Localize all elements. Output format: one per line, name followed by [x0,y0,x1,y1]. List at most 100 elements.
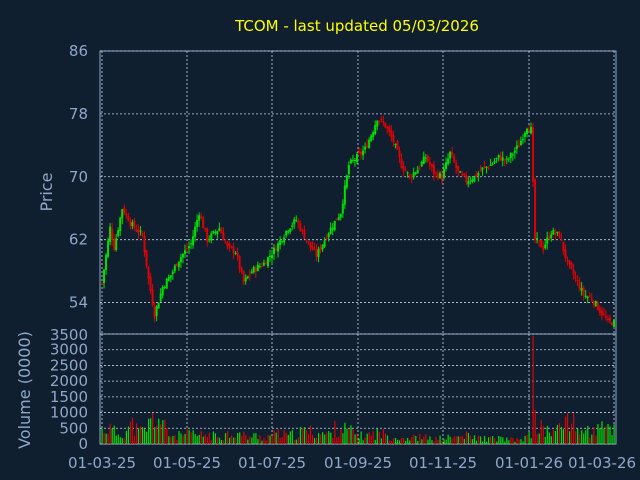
volume-bar [275,432,277,444]
volume-bar [605,426,607,444]
volume-bar [483,435,486,444]
price-tick-label: 54 [69,294,88,312]
volume-bar [265,440,267,444]
volume-bar [190,432,192,444]
volume-bar [518,439,520,444]
candle-body [358,151,361,153]
volume-bar [568,431,571,444]
candle-body [353,159,356,162]
volume-bar [263,437,265,444]
volume-bar [435,436,437,444]
candle-body [600,310,603,316]
candle-body [418,167,421,169]
candle-body [378,120,381,122]
volume-bar [164,419,166,444]
volume-bar [556,424,559,444]
candle-body [422,156,425,164]
candle-body [111,228,114,240]
volume-bar [550,436,552,444]
candle-body [398,150,401,158]
candle-body [226,242,229,246]
volume-bar [362,440,364,444]
volume-gridlines [100,333,616,445]
volume-bar [378,431,380,444]
volume-bar [295,439,297,444]
candle-body [438,173,441,178]
candle-body [542,246,545,250]
candle-body [157,302,160,309]
volume-bar [530,438,532,444]
volume-bar [439,435,441,444]
candle-body [285,230,288,236]
volume-bars [101,335,615,444]
candle-body [485,166,488,168]
candle-body [534,179,537,240]
candle-body [143,235,146,253]
volume-bar [498,435,500,444]
candle-body [483,166,486,168]
volume-bar [479,436,482,444]
candle-body [103,269,106,283]
candle-body [325,238,328,240]
volume-bar [109,423,111,444]
candle-body [268,255,271,257]
volume-bar [101,428,103,444]
volume-bar [174,435,176,444]
volume-bar [593,427,595,444]
volume-bar [303,427,306,444]
candle-body [491,163,494,165]
candle-body [121,209,124,219]
volume-bar [289,431,291,444]
candle-body [364,146,367,150]
volume-bar [224,433,227,444]
volume-bar [358,438,360,444]
volume-bar [459,436,461,444]
volume-bar [259,435,261,444]
volume-bar [202,436,204,444]
volume-bar [540,420,542,444]
volume-bar [508,440,510,444]
candle-body [220,229,223,234]
candle-body [497,154,500,158]
candle-body [123,207,126,214]
candle-body [380,118,383,120]
candle-body [333,220,336,231]
volume-bar [241,436,243,444]
candle-body [230,246,233,248]
volume-bar [277,429,279,444]
volume-bar [346,428,348,444]
candle-body [505,158,508,160]
volume-bar [544,436,546,444]
candle-body [513,150,516,153]
candle-body [347,164,350,175]
candle-body [554,232,557,235]
price-tick-label: 62 [69,231,88,249]
candle-body [493,161,496,163]
candle-body [394,143,397,145]
candle-body [254,267,257,272]
candle-body [107,240,110,257]
volume-bar [208,432,210,444]
candle-body [536,238,539,240]
volume-bar [443,439,445,444]
volume-bar [156,425,158,444]
volume-bar [150,418,152,444]
volume-bar [137,428,140,444]
volume-bar [168,436,170,444]
candle-body [273,247,276,254]
candle-body [141,232,144,236]
candle-body [370,135,373,141]
volume-bar [392,438,395,444]
volume-bar [601,421,603,444]
candle-body [301,229,304,231]
volume-bar [318,433,320,444]
volume-bar [409,440,411,444]
candle-body [214,231,217,233]
volume-bar [447,434,449,444]
volume-bar [158,418,160,444]
volume-bar [198,434,200,444]
candle-body [412,172,415,178]
candle-body [224,241,227,243]
volume-bar [419,433,421,444]
x-tick-label: 01-11-25 [409,454,477,472]
